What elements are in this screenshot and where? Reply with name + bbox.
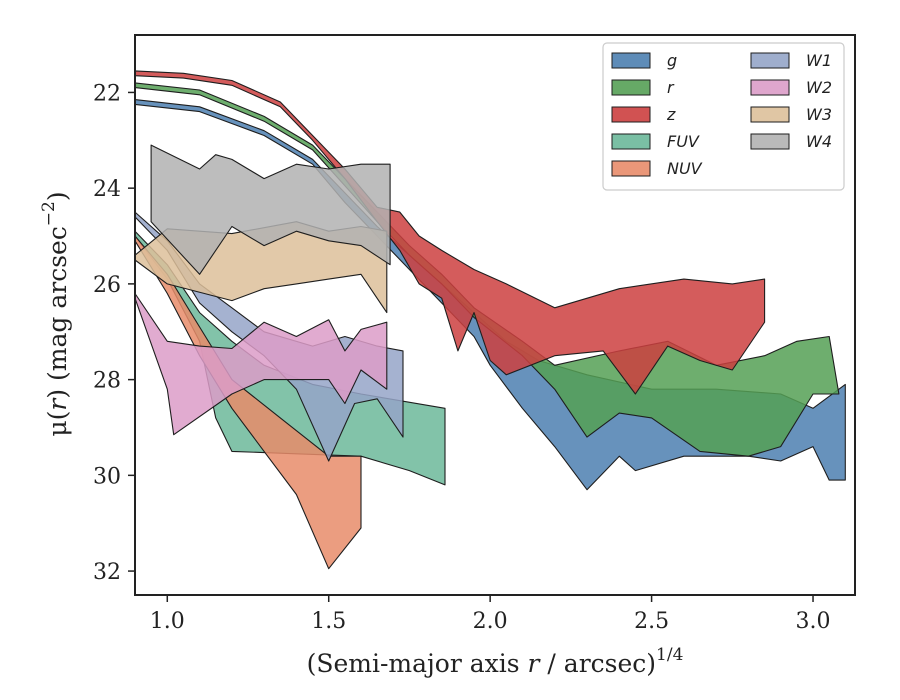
legend-label-w4: W4 [806, 132, 832, 151]
legend-label-w1: W1 [806, 51, 832, 70]
legend-swatch-w2 [750, 79, 790, 96]
y-tick-label: 26 [93, 273, 121, 298]
x-axis-label: (Semi-major axis r / arcsec)1/4 [307, 645, 684, 678]
y-tick-label: 28 [93, 369, 121, 394]
y-tick-label: 32 [93, 560, 121, 585]
legend-items: grz FUV NUV W1 W2 W3 W4 [611, 51, 832, 178]
legend-swatch-w1 [750, 52, 790, 69]
y-axis-label: μ(r) (mag arcsec−2) [39, 191, 72, 436]
legend-label-g: g [667, 51, 677, 70]
legend-label-r: r [667, 78, 675, 97]
y-tick-label: 24 [93, 177, 121, 202]
legend-label-fuv: FUV [667, 132, 700, 151]
y-tick-label: 22 [93, 81, 121, 106]
x-tick-label: 1.5 [311, 609, 346, 634]
band-fills [134, 70, 846, 570]
legend-swatch-z [611, 106, 651, 123]
legend-swatch-g [611, 52, 651, 69]
band-w2 [134, 292, 388, 436]
legend-swatch-r [611, 79, 651, 96]
legend-label-w2: W2 [806, 78, 832, 97]
legend-swatch-w4 [750, 133, 790, 150]
legend-swatch-nuv [611, 160, 651, 177]
y-tick-label: 30 [93, 464, 121, 489]
axis-ticks: 1.0 1.5 2.0 2.5 3.0 22 24 26 28 30 32 [93, 81, 831, 634]
x-tick-label: 2.5 [634, 609, 669, 634]
x-tick-label: 2.0 [473, 609, 508, 634]
legend-swatch-fuv [611, 133, 651, 150]
legend-label-z: z [666, 105, 676, 124]
legend-label-nuv: NUV [667, 159, 703, 178]
legend: grz FUV NUV W1 W2 W3 W4 [602, 42, 845, 191]
x-tick-label: 1.0 [150, 609, 185, 634]
band-w4 [150, 144, 391, 275]
plot-frame [134, 34, 856, 596]
x-tick-label: 3.0 [796, 609, 831, 634]
legend-swatch-w3 [750, 106, 790, 123]
legend-label-w3: W3 [806, 105, 832, 124]
